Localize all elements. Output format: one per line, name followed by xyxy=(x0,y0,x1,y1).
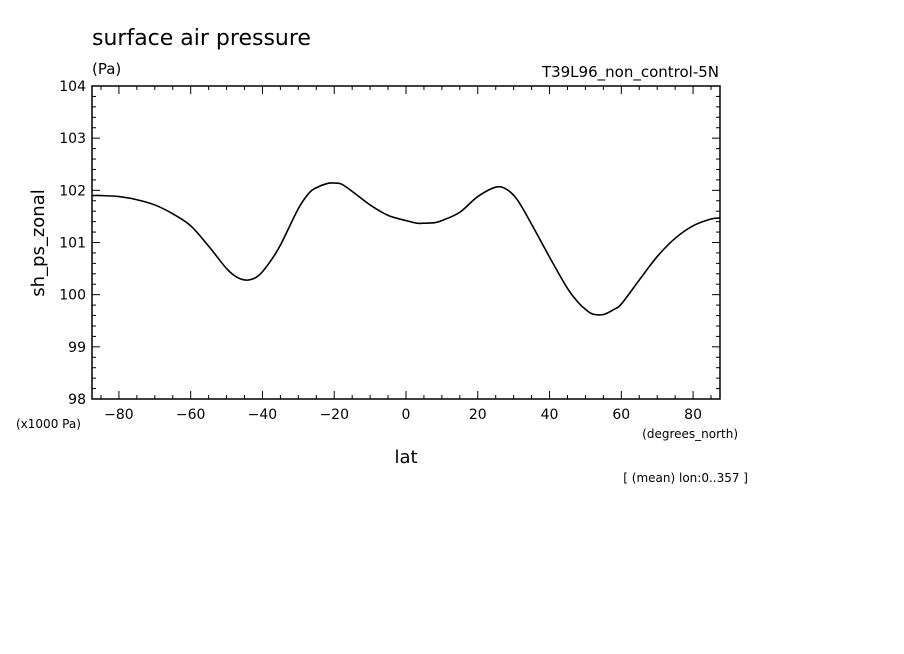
y-tick-label: 104 xyxy=(59,79,86,95)
averaging-note: [ (mean) lon:0..357 ] xyxy=(623,471,748,485)
chart-units: (Pa) xyxy=(92,60,121,78)
y-tick-label: 102 xyxy=(59,183,86,199)
x-tick-label: 60 xyxy=(612,407,630,423)
y-tick-label: 103 xyxy=(59,131,86,147)
y-tick-label: 98 xyxy=(68,392,86,408)
plot-frame xyxy=(91,85,721,400)
x-tick-label: −20 xyxy=(319,407,349,423)
y-axis-units: (x1000 Pa) xyxy=(16,417,81,431)
x-tick-label: 40 xyxy=(541,407,559,423)
x-axis-units: (degrees_north) xyxy=(642,427,738,441)
chart-title: surface air pressure xyxy=(92,26,311,51)
y-tick-label: 100 xyxy=(59,288,86,304)
x-tick-labels: −80 −60 −40 −20 0 20 40 60 80 xyxy=(104,407,702,423)
run-label: T39L96_non_control-5N xyxy=(541,63,719,82)
y-tick-label: 101 xyxy=(59,236,86,252)
x-tick-label: −40 xyxy=(248,407,278,423)
x-tick-label: 80 xyxy=(684,407,702,423)
series-line xyxy=(91,182,721,316)
x-axis-title: lat xyxy=(394,447,417,468)
x-tick-label: −60 xyxy=(176,407,206,423)
x-tick-label: 0 xyxy=(402,407,411,423)
x-tick-label: 20 xyxy=(469,407,487,423)
y-tick-labels: 98 99 100 101 102 103 104 xyxy=(59,79,86,408)
y-axis-title: sh_ps_zonal xyxy=(28,189,49,297)
x-tick-label: −80 xyxy=(104,407,134,423)
y-tick-label: 99 xyxy=(68,340,86,356)
axis-ticks xyxy=(92,85,720,400)
